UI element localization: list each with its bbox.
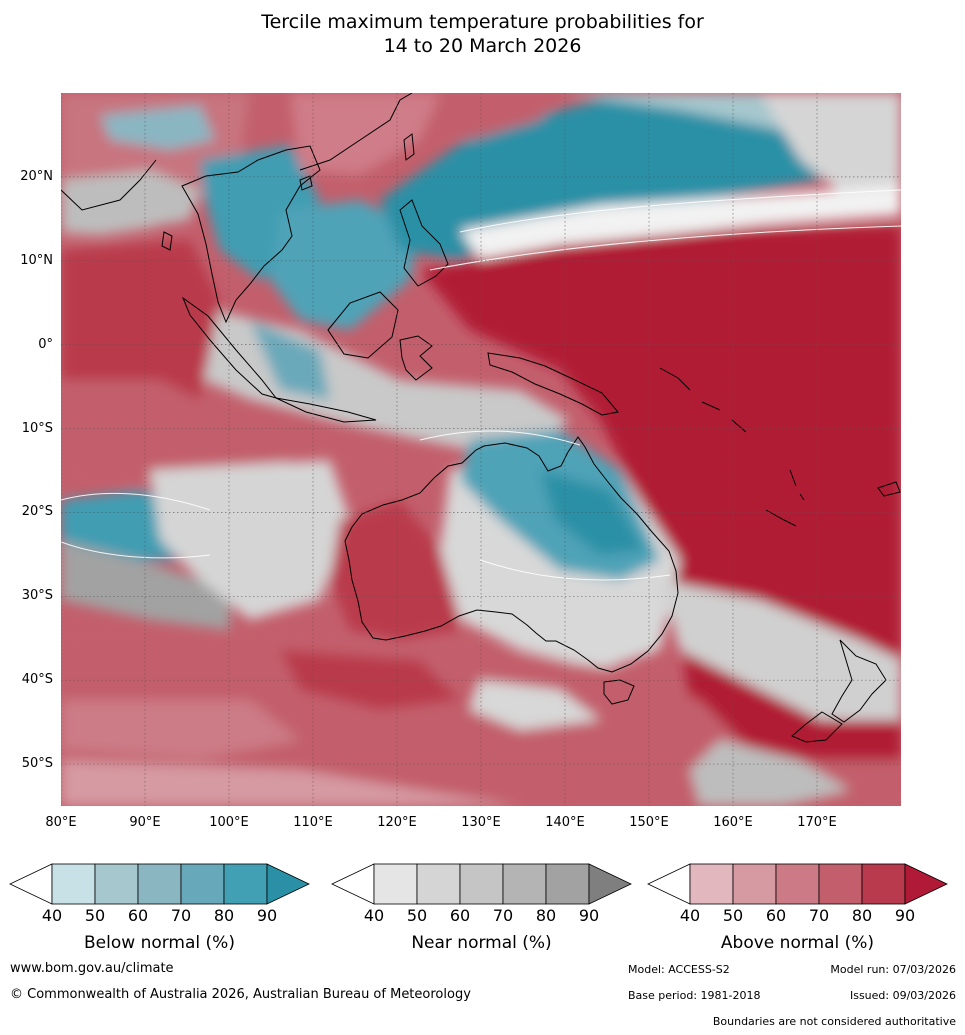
colorbars	[9, 863, 948, 905]
colorbar-segment	[689, 863, 734, 905]
colorbar-lower-extension	[9, 863, 53, 905]
new-caledonia-coast	[765, 509, 797, 527]
colorbar-title: Below normal (%)	[84, 933, 235, 953]
colorbar-segment	[223, 863, 268, 905]
colorbar-tick-label: 40	[679, 906, 701, 925]
coastlines	[61, 93, 901, 743]
issued-text: Issued: 09/03/2026	[849, 989, 956, 1002]
colorbar-tick-label: 60	[765, 906, 787, 925]
new-guinea-coast	[487, 352, 619, 416]
model-run-text: Model run: 07/03/2026	[830, 963, 956, 976]
lon-label: 80°E	[45, 815, 77, 830]
lat-label: 40°S	[21, 672, 53, 688]
website-link[interactable]: www.bom.gov.au/climate	[10, 961, 174, 976]
tasmania-coast	[603, 679, 635, 705]
colorbar-title: Above normal (%)	[720, 933, 875, 953]
disclaimer-text: Boundaries are not considered authoritat…	[712, 1015, 956, 1028]
lat-label: 50°S	[21, 756, 53, 772]
colorbar-lower-extension	[647, 863, 691, 905]
colorbar-tick-label: 50	[722, 906, 744, 925]
philippines-coast	[399, 199, 449, 287]
colorbar-segment	[818, 863, 863, 905]
colorbar-tick-label: 60	[449, 906, 471, 925]
lon-label: 110°E	[293, 815, 333, 830]
colorbar-2	[331, 863, 632, 905]
new-zealand-coast	[791, 639, 887, 743]
colorbar-tick-label: 90	[578, 906, 600, 925]
lon-label: 140°E	[545, 815, 585, 830]
probability-field	[61, 93, 901, 806]
lon-label: 130°E	[461, 815, 501, 830]
colorbar-segment	[416, 863, 461, 905]
colorbar-3	[647, 863, 948, 905]
colorbar-tick-label: 80	[535, 906, 557, 925]
colorbar-tick-label: 40	[41, 906, 63, 925]
lat-label: 0°	[38, 336, 53, 352]
colorbar-tick-label: 80	[213, 906, 235, 925]
sumatra-coast	[181, 296, 278, 399]
colorbar-segment	[459, 863, 504, 905]
lat-label: 20°S	[21, 504, 53, 520]
vanuatu-coast	[789, 469, 805, 501]
colorbar-tick-label: 90	[256, 906, 278, 925]
fiji-coast	[877, 481, 901, 497]
borneo-coast	[327, 291, 399, 359]
lon-label: 100°E	[209, 815, 249, 830]
colorbar-segment	[502, 863, 547, 905]
lon-label: 120°E	[377, 815, 417, 830]
colorbar-tick-label: 40	[363, 906, 385, 925]
colorbar-segment	[94, 863, 139, 905]
colorbar-lower-extension	[331, 863, 375, 905]
colorbar-upper-extension	[904, 863, 948, 905]
field-blobs	[61, 93, 901, 806]
lat-label: 10°N	[20, 252, 53, 268]
colorbar-segment	[545, 863, 590, 905]
colorbar-upper-extension	[266, 863, 310, 905]
colorbar-segment	[373, 863, 418, 905]
colorbar-tick-label: 70	[170, 906, 192, 925]
lat-label: 30°S	[21, 588, 53, 604]
china-coast	[299, 93, 413, 171]
taiwan-coast	[403, 133, 415, 161]
model-text: Model: ACCESS-S2	[628, 963, 730, 976]
title-line-1: Tercile maximum temperature probabilitie…	[261, 11, 704, 33]
colorbar-segment	[732, 863, 777, 905]
colorbar-segment	[51, 863, 96, 905]
java-coast	[275, 397, 377, 423]
lon-label: 150°E	[629, 815, 669, 830]
base-period-text: Base period: 1981-2018	[628, 989, 761, 1002]
sulawesi-coast	[399, 335, 433, 381]
colorbar-tick-label: 60	[127, 906, 149, 925]
copyright-text: © Commonwealth of Australia 2026, Austra…	[10, 987, 471, 1002]
colorbar-tick-label: 50	[406, 906, 428, 925]
indochina-coast	[181, 145, 321, 324]
colorbar-upper-extension	[588, 863, 632, 905]
colorbar-segment	[137, 863, 182, 905]
contour-lines	[61, 189, 901, 581]
colorbar-title: Near normal (%)	[411, 933, 552, 953]
colorbar-segment	[861, 863, 906, 905]
hainan-coast	[299, 175, 313, 191]
colorbar-tick-label: 70	[492, 906, 514, 925]
title-line-2: 14 to 20 March 2026	[383, 35, 582, 57]
solomon-coast	[659, 367, 747, 433]
colorbar-tick-label: 50	[84, 906, 106, 925]
colorbar-1	[9, 863, 310, 905]
sri-lanka-coast	[161, 231, 173, 251]
colorbar-tick-label: 90	[894, 906, 916, 925]
australia-coast	[344, 436, 679, 673]
colorbar-tick-label: 70	[808, 906, 830, 925]
graticule	[61, 93, 901, 806]
lon-label: 170°E	[797, 815, 837, 830]
colorbar-tick-label: 80	[851, 906, 873, 925]
lat-label: 10°S	[21, 420, 53, 436]
chart-title: Tercile maximum temperature probabilitie…	[0, 10, 965, 58]
lat-label: 20°N	[20, 168, 53, 184]
colorbar-segment	[775, 863, 820, 905]
lon-label: 160°E	[713, 815, 753, 830]
lon-label: 90°E	[129, 815, 161, 830]
colorbar-segment	[180, 863, 225, 905]
